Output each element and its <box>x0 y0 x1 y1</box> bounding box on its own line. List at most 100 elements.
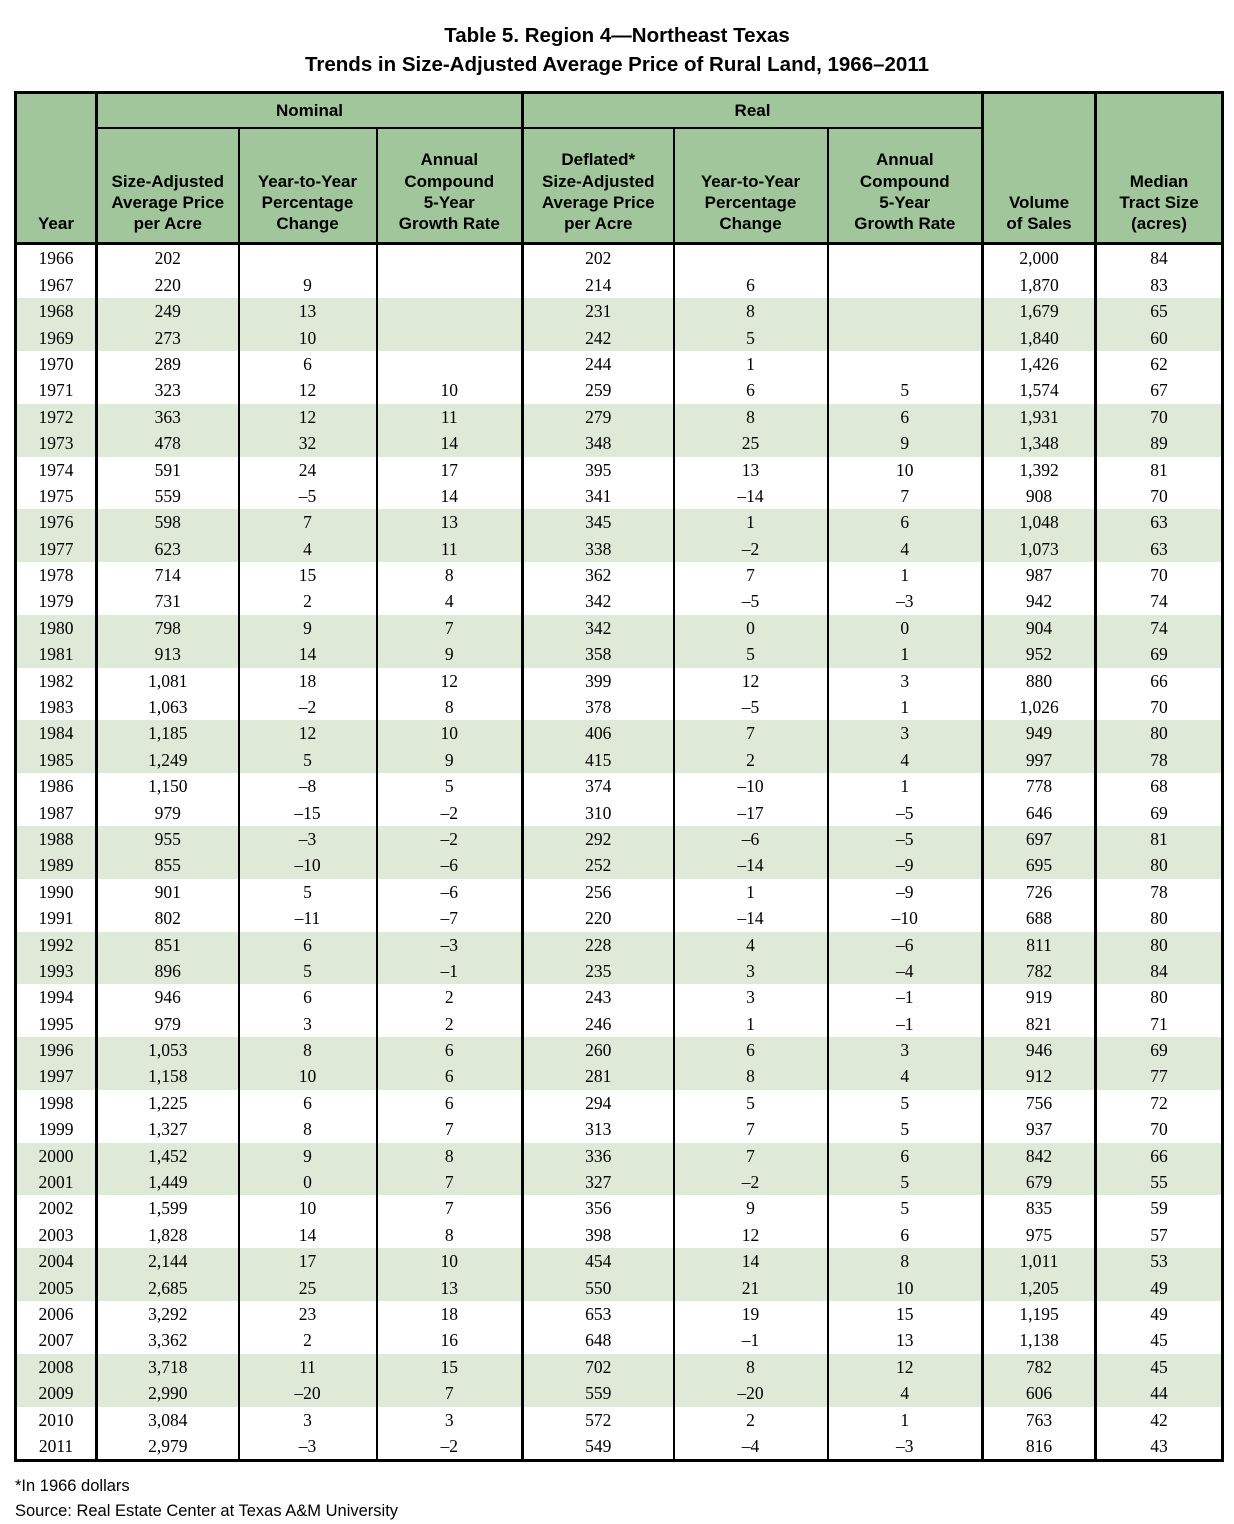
table-row: 1985 1,249 5 9 415 2 4 997 78 <box>15 746 1223 774</box>
cell: 342 <box>521 614 674 642</box>
cell: 14 <box>375 482 523 510</box>
cell: –9 <box>826 852 983 879</box>
cell <box>672 243 828 272</box>
cell: 1,931 <box>981 403 1096 431</box>
header-nominal-yoy-change: Year-to-Year Percentage Change <box>237 127 377 244</box>
cell: 821 <box>981 1010 1096 1038</box>
cell: 7 <box>672 1142 828 1170</box>
cell: 2001 <box>38 1172 74 1193</box>
cell: 1,679 <box>981 298 1096 325</box>
cell: 937 <box>981 1116 1096 1143</box>
table-row: 1977 623 4 11 338 –2 4 1,073 63 <box>15 535 1223 563</box>
cell: 7 <box>375 1195 523 1222</box>
cell <box>826 298 983 325</box>
cell: 901 <box>95 878 239 906</box>
cell: 12 <box>237 377 377 404</box>
cell: –2 <box>375 1432 523 1461</box>
cell: –9 <box>826 878 983 906</box>
cell: 45 <box>1094 1353 1223 1381</box>
cell: 1 <box>672 350 828 378</box>
cell: 2,685 <box>95 1274 239 1301</box>
cell: 572 <box>521 1406 674 1433</box>
cell: 5 <box>237 957 377 985</box>
table-row: 2006 3,292 23 18 653 19 15 1,195 49 <box>16 1301 1223 1328</box>
cell: 2004 <box>38 1251 74 1272</box>
header-median-tract-size: Median Tract Size (acres) <box>1094 92 1223 244</box>
cell: 7 <box>375 614 523 642</box>
cell: 1,348 <box>981 430 1096 457</box>
cell: 65 <box>1094 298 1223 325</box>
cell: 1 <box>826 1406 983 1433</box>
cell: 1 <box>826 694 983 721</box>
cell: 1,426 <box>981 350 1096 378</box>
cell: 1,158 <box>95 1063 239 1090</box>
cell: –10 <box>237 852 377 879</box>
cell: 1,870 <box>981 271 1096 299</box>
cell: 15 <box>826 1301 983 1328</box>
header-real-yoy-change: Year-to-Year Percentage Change <box>672 127 828 244</box>
cell: 2,000 <box>981 243 1096 272</box>
cell: –3 <box>826 1432 983 1461</box>
cell: 778 <box>981 773 1096 800</box>
cell: –7 <box>375 905 523 932</box>
cell: 726 <box>981 878 1096 906</box>
cell: 25 <box>672 430 828 457</box>
cell: 598 <box>95 509 239 536</box>
cell: 811 <box>981 931 1096 958</box>
cell: 80 <box>1094 984 1223 1011</box>
cell: 11 <box>237 1353 377 1381</box>
cell: 15 <box>375 1353 523 1381</box>
cell: 1977 <box>38 538 74 559</box>
cell: 3 <box>672 984 828 1011</box>
cell: 2010 <box>38 1409 74 1430</box>
cell: –3 <box>237 1432 377 1461</box>
cell: 294 <box>521 1089 674 1117</box>
cell: 3 <box>672 957 828 985</box>
cell: 9 <box>237 614 377 642</box>
cell: 2,144 <box>95 1248 239 1275</box>
table-row: 1990 901 5 –6 256 1 –9 726 78 <box>16 878 1223 906</box>
table-row: 1976 598 7 13 345 1 6 1,048 63 <box>15 509 1223 536</box>
cell: 919 <box>981 984 1096 1011</box>
table-row: 2001 1,449 0 7 327 –2 5 679 55 <box>15 1169 1223 1196</box>
cell <box>375 271 523 299</box>
table-body: 1966 202 202 2,000 84 1967 220 9 214 6 1,870 83 1968… <box>15 243 1223 1461</box>
cell: 714 <box>95 562 239 589</box>
cell: 946 <box>95 984 239 1011</box>
table-row: 1987 979 –15 –2 310 –17 –5 646 69 <box>16 799 1223 826</box>
cell: 851 <box>95 931 239 958</box>
cell: 69 <box>1094 1037 1223 1064</box>
cell: –2 <box>672 1169 828 1196</box>
cell: 1,011 <box>981 1248 1096 1275</box>
cell: 478 <box>95 430 239 457</box>
cell: 1981 <box>38 644 74 665</box>
cell: 896 <box>95 957 239 985</box>
cell: 816 <box>981 1432 1096 1461</box>
table-row: 1982 1,081 18 12 399 12 3 880 66 <box>16 667 1223 695</box>
cell: –8 <box>237 773 377 800</box>
cell: 23 <box>237 1301 377 1328</box>
cell: 77 <box>1094 1063 1223 1090</box>
cell: 5 <box>826 1195 983 1222</box>
cell: 550 <box>521 1274 674 1301</box>
cell: 2008 <box>38 1356 74 1377</box>
table-row: 2005 2,685 25 13 550 21 10 1,205 49 <box>15 1274 1223 1301</box>
cell: 1,185 <box>95 720 239 747</box>
table-row: 1970 289 6 244 1 1,426 62 <box>16 350 1223 378</box>
table-row: 1984 1,185 12 10 406 7 3 949 80 <box>15 720 1223 747</box>
cell: 1,138 <box>981 1327 1096 1354</box>
table-row: 1978 714 15 8 362 7 1 987 70 <box>16 562 1223 589</box>
cell: –20 <box>237 1380 377 1407</box>
cell: 68 <box>1094 773 1223 800</box>
cell: 8 <box>672 1063 828 1090</box>
cell: 1997 <box>38 1066 74 1087</box>
cell: 3,362 <box>95 1327 239 1354</box>
cell: 4 <box>375 588 523 615</box>
cell: 8 <box>672 298 828 325</box>
cell: 15 <box>237 562 377 589</box>
cell: 1988 <box>38 828 74 849</box>
cell: 913 <box>95 641 239 668</box>
cell: 6 <box>672 1037 828 1064</box>
table-row: 1992 851 6 –3 228 4 –6 811 80 <box>15 931 1223 958</box>
cell: 4 <box>826 535 983 563</box>
